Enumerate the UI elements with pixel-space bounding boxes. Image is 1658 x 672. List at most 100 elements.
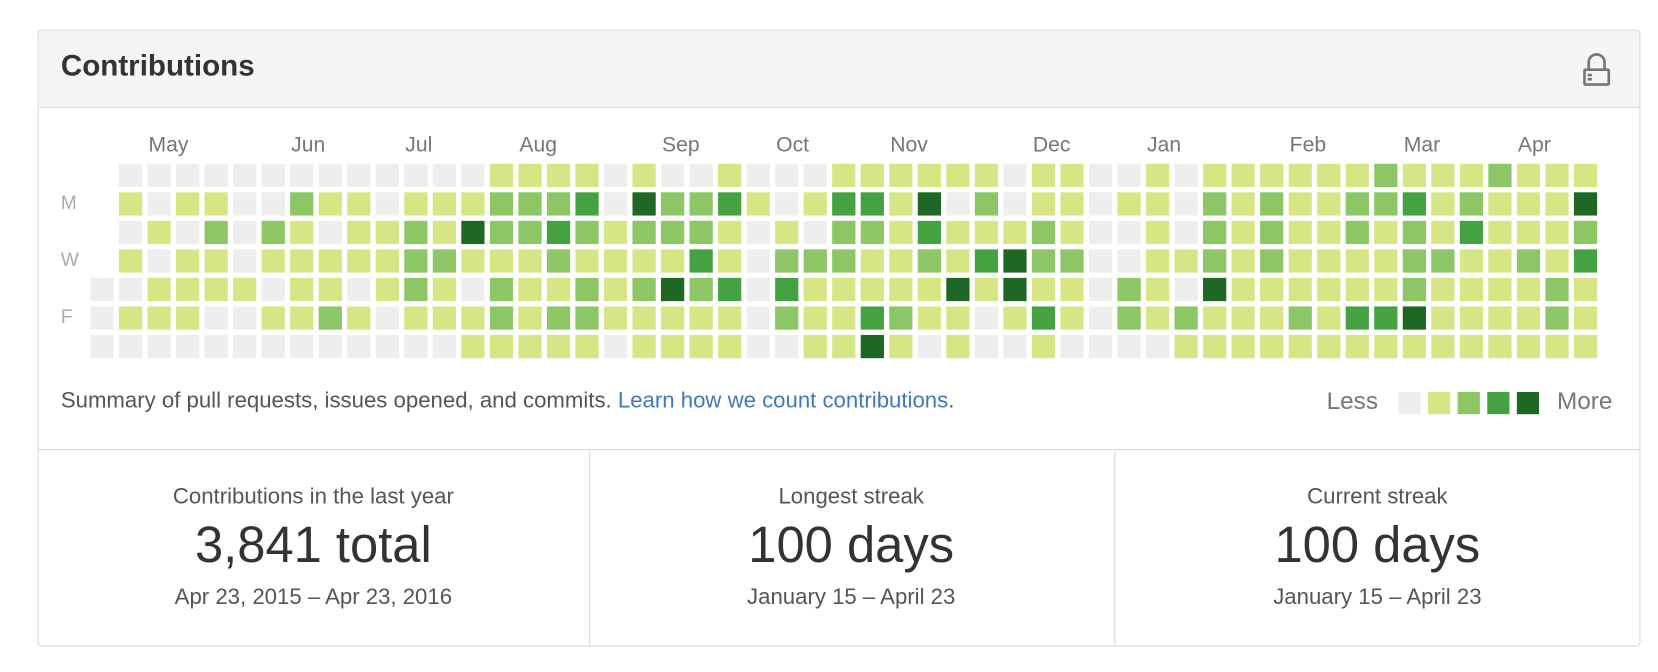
day-cell [1431, 334, 1455, 359]
month-label: Nov [890, 133, 928, 156]
day-cell [860, 220, 884, 245]
day-cell [1088, 277, 1113, 302]
day-cell [461, 306, 485, 330]
stat-label: Contributions in the last year [173, 484, 455, 509]
day-cell [1231, 306, 1255, 330]
day-cell [1317, 249, 1341, 273]
day-cell [1488, 249, 1512, 273]
day-cell [1288, 220, 1312, 245]
day-cell [1459, 334, 1484, 359]
day-cell [1288, 163, 1312, 188]
day-cell [603, 192, 628, 216]
day-cell [974, 249, 999, 273]
day-cell [347, 220, 371, 245]
day-cell [946, 163, 970, 188]
day-cell [718, 306, 742, 330]
day-cell [1402, 220, 1426, 245]
day-cell [661, 277, 685, 302]
day-cell [775, 192, 799, 216]
day-cell [233, 220, 257, 245]
day-cell [1345, 334, 1369, 359]
day-cell [718, 334, 742, 359]
day-cell [1402, 192, 1426, 216]
day-cell [974, 277, 999, 302]
day-cell [290, 306, 314, 330]
day-cell [1174, 306, 1198, 330]
day-cell [489, 192, 514, 216]
day-cell [1260, 306, 1284, 330]
day-cell [917, 306, 941, 330]
day-cell [432, 163, 457, 188]
day-cell [832, 277, 856, 302]
day-cell [1088, 334, 1113, 359]
day-cell [889, 334, 913, 359]
day-cell [1174, 277, 1198, 302]
day-cell [1031, 249, 1056, 273]
day-cell [1374, 192, 1398, 216]
month-label: Jul [405, 133, 432, 156]
day-cell [1488, 277, 1512, 302]
learn-link[interactable]: Learn how we count contributions [618, 387, 948, 412]
day-cell [575, 192, 599, 216]
legend-swatch [1428, 392, 1451, 415]
day-cell [1573, 220, 1598, 245]
day-cell [1431, 277, 1455, 302]
day-cell [632, 163, 656, 188]
day-cell [1231, 334, 1255, 359]
day-cell [261, 249, 285, 273]
day-cell [375, 249, 399, 273]
day-cell [1203, 163, 1227, 188]
day-cell [90, 306, 114, 330]
day-cell [432, 249, 457, 273]
day-cell [603, 249, 628, 273]
day-cell [1402, 163, 1426, 188]
day-cell [147, 277, 171, 302]
day-cell [176, 192, 200, 216]
day-cell [775, 163, 799, 188]
day-cell [518, 192, 542, 216]
day-cell [546, 192, 571, 216]
day-cell [1031, 306, 1056, 330]
day-cell [1459, 249, 1484, 273]
day-cell [204, 334, 228, 359]
month-label: Jan [1147, 133, 1181, 156]
day-cell [1317, 334, 1341, 359]
day-cell [404, 277, 428, 302]
day-cell [1060, 192, 1084, 216]
day-cell [1431, 220, 1455, 245]
day-cell [1260, 163, 1284, 188]
day-cell [1203, 334, 1227, 359]
day-cell [746, 163, 770, 188]
day-cell [375, 334, 399, 359]
day-cell [860, 192, 884, 216]
day-cell [832, 220, 856, 245]
day-cell [1203, 249, 1227, 273]
day-cell [1174, 249, 1198, 273]
day-cell [1003, 192, 1027, 216]
day-cell [518, 249, 542, 273]
day-cell [489, 249, 514, 273]
day-cell [803, 192, 827, 216]
day-cell [1088, 249, 1113, 273]
day-cell [603, 220, 628, 245]
day-cell [1374, 220, 1398, 245]
day-cell [318, 220, 342, 245]
day-cell [746, 334, 770, 359]
day-cell [118, 163, 143, 188]
day-cell [1402, 334, 1426, 359]
day-cell [746, 306, 770, 330]
day-cell [176, 249, 200, 273]
day-cell [204, 306, 228, 330]
day-cell [689, 277, 713, 302]
day-cell [1545, 277, 1569, 302]
day-cell [461, 277, 485, 302]
day-cell [1402, 306, 1426, 330]
day-cell [1545, 306, 1569, 330]
day-cell [290, 277, 314, 302]
day-cell [1488, 192, 1512, 216]
day-cell [347, 277, 371, 302]
day-cell [718, 220, 742, 245]
day-cell [404, 334, 428, 359]
day-cell [1117, 306, 1141, 330]
day-cell [1573, 249, 1598, 273]
